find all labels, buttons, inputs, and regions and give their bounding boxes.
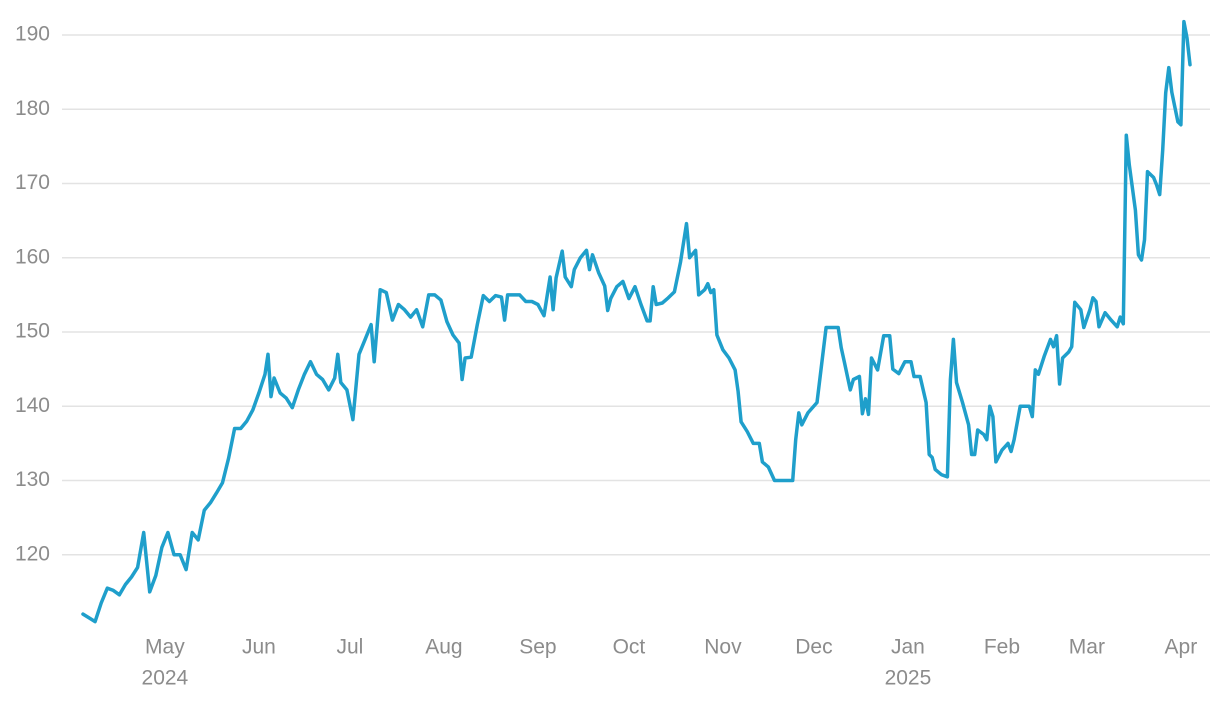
x-tick-label: Feb xyxy=(984,636,1020,659)
x-tick-label: Jan xyxy=(891,636,925,659)
x-tick-label: Nov xyxy=(704,636,742,659)
x-tick-label: Sep xyxy=(519,636,556,659)
y-tick-label: 140 xyxy=(15,394,50,417)
x-tick-year: 2024 xyxy=(142,667,189,690)
x-tick-label: Oct xyxy=(613,636,646,659)
x-tick-label: Mar xyxy=(1069,636,1105,659)
price-line xyxy=(81,19,1192,624)
x-tick-label: Aug xyxy=(425,636,462,659)
y-tick-label: 180 xyxy=(15,97,50,120)
y-tick-label: 160 xyxy=(15,245,50,268)
x-tick-label: May xyxy=(145,636,185,659)
y-tick-label: 150 xyxy=(15,320,50,343)
y-tick-label: 130 xyxy=(15,468,50,491)
x-tick-year: 2025 xyxy=(885,667,932,690)
x-tick-label: Jul xyxy=(336,636,363,659)
x-tick-label: Apr xyxy=(1165,636,1198,659)
y-tick-label: 190 xyxy=(15,23,50,46)
x-tick-label: Jun xyxy=(242,636,276,659)
x-tick-label: Dec xyxy=(795,636,832,659)
y-tick-label: 170 xyxy=(15,171,50,194)
y-tick-label: 120 xyxy=(15,542,50,565)
